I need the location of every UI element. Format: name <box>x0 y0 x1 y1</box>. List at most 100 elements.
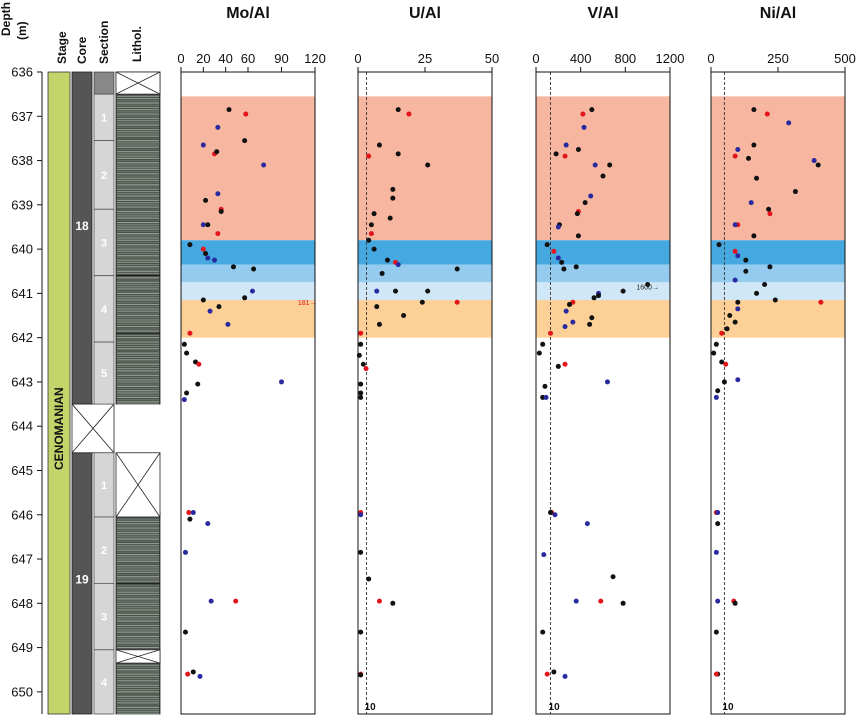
data-point <box>562 361 568 367</box>
reference-label: 10 <box>365 702 377 713</box>
data-point <box>548 330 554 336</box>
data-point <box>748 200 754 206</box>
facies-zone <box>181 282 315 301</box>
data-point <box>746 155 752 161</box>
data-point <box>390 600 396 606</box>
data-point <box>360 361 366 367</box>
data-point <box>743 257 749 263</box>
data-point <box>584 521 590 527</box>
data-point <box>562 673 568 679</box>
data-point <box>184 390 190 396</box>
depth-tick-label: 638 <box>11 153 33 168</box>
data-point <box>592 162 598 168</box>
data-point <box>719 330 725 336</box>
data-point <box>754 175 760 181</box>
data-point <box>544 242 550 248</box>
data-point <box>376 142 382 148</box>
panel-title: Ni/Al <box>760 5 796 22</box>
data-point <box>181 397 187 403</box>
data-point <box>215 191 221 197</box>
reference-label: 10 <box>722 702 734 713</box>
data-point <box>764 111 770 117</box>
x-tick-label: 40 <box>218 51 232 66</box>
data-point <box>721 379 727 385</box>
section-cap <box>93 71 115 95</box>
data-point <box>425 288 431 294</box>
panel-title: U/Al <box>409 5 441 22</box>
data-point <box>358 341 364 347</box>
data-point <box>190 669 196 675</box>
depth-tick-label: 646 <box>11 507 33 522</box>
section-bar <box>93 341 115 405</box>
data-point <box>200 222 206 228</box>
facies-zone <box>358 264 492 283</box>
data-point <box>406 111 412 117</box>
data-point <box>358 629 364 635</box>
data-point <box>723 361 729 367</box>
facies-zone <box>358 300 492 338</box>
data-point <box>395 262 401 268</box>
data-point <box>371 211 377 217</box>
data-point <box>358 512 364 518</box>
data-point <box>358 390 364 396</box>
data-point <box>562 324 568 330</box>
panel-frame <box>535 71 671 715</box>
x-tick-label: 800 <box>614 51 636 66</box>
data-point <box>552 512 558 518</box>
x-tick-label: 250 <box>767 51 789 66</box>
panel-title: V/Al <box>587 5 618 22</box>
data-point <box>581 124 587 130</box>
data-point <box>249 288 255 294</box>
data-point <box>818 299 824 305</box>
data-point <box>208 598 214 604</box>
data-point <box>230 264 236 270</box>
depth-tick-label: 643 <box>11 374 33 389</box>
x-tick-label: 500 <box>834 51 856 66</box>
data-point <box>715 510 721 516</box>
data-point <box>212 257 217 263</box>
data-point <box>376 321 382 327</box>
data-point <box>732 153 738 159</box>
data-point <box>735 146 741 152</box>
data-point <box>645 282 651 288</box>
data-point <box>190 510 196 516</box>
core-bar <box>71 71 93 405</box>
data-point <box>561 266 567 272</box>
data-point <box>562 153 568 159</box>
facies-zone <box>181 240 315 265</box>
data-point <box>279 379 284 385</box>
data-point <box>563 308 569 314</box>
data-point <box>732 319 738 325</box>
facies-zone <box>536 240 670 265</box>
data-point <box>225 321 231 327</box>
data-point <box>242 295 248 301</box>
panel-title: Mo/Al <box>226 5 270 22</box>
panel-u-al: 10 0 25 50 U/Al <box>354 5 499 715</box>
data-point <box>711 350 717 356</box>
section-label: 5 <box>101 368 107 380</box>
lithology-column <box>115 71 161 715</box>
core-label: 19 <box>75 572 89 586</box>
data-point <box>610 574 616 580</box>
data-point <box>205 521 211 527</box>
panel-mo-al: 181→ 0 20 40 60 90 120 Mo/Al <box>177 5 326 715</box>
data-point <box>735 377 741 383</box>
facies-zone <box>358 282 492 301</box>
data-point <box>587 321 593 327</box>
data-point <box>713 629 719 635</box>
data-point <box>182 549 188 555</box>
data-point <box>620 288 626 294</box>
section-column-title: Section <box>97 21 111 64</box>
lithology-core-photo <box>115 512 161 715</box>
data-point <box>548 510 554 516</box>
facies-zone <box>711 300 845 338</box>
data-point <box>575 146 581 152</box>
data-point <box>555 255 561 261</box>
depth-tick-label: 650 <box>11 684 33 699</box>
data-point <box>762 282 768 288</box>
stage-bar <box>47 71 71 715</box>
x-tick-label: 25 <box>418 51 432 66</box>
data-point <box>713 394 719 400</box>
data-point <box>384 257 390 263</box>
